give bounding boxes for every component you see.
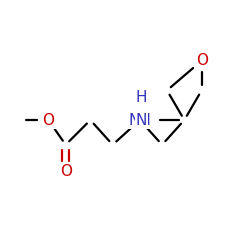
Text: O: O: [60, 164, 72, 180]
Text: O: O: [60, 164, 72, 180]
Text: O: O: [196, 53, 208, 68]
Text: H: H: [135, 90, 147, 105]
Text: N: N: [136, 112, 147, 128]
Text: NH: NH: [128, 112, 151, 128]
Text: O: O: [42, 112, 54, 128]
Text: O: O: [196, 53, 208, 68]
Text: O: O: [42, 112, 54, 128]
